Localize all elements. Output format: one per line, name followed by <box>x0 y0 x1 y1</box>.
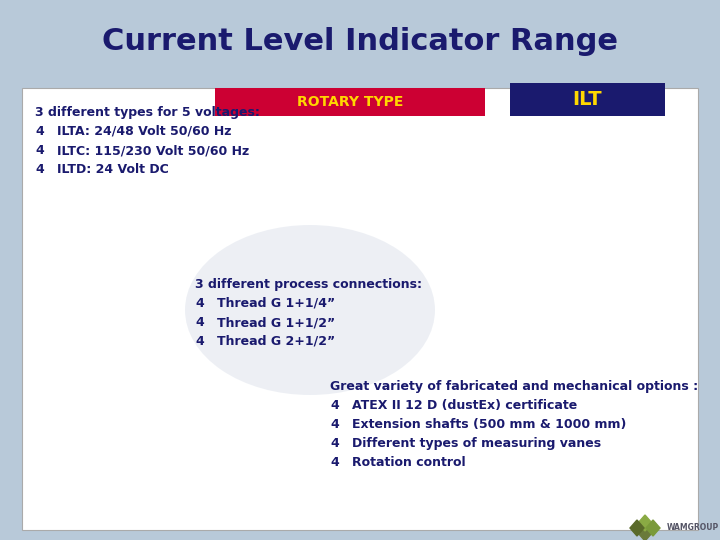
Text: 3 different process connections:: 3 different process connections: <box>195 278 422 291</box>
Text: Thread G 2+1/2”: Thread G 2+1/2” <box>217 335 335 348</box>
Text: ILTC: 115/230 Volt 50/60 Hz: ILTC: 115/230 Volt 50/60 Hz <box>57 144 249 157</box>
Text: Great variety of fabricated and mechanical options :: Great variety of fabricated and mechanic… <box>330 380 698 393</box>
Text: 4: 4 <box>195 297 204 310</box>
Polygon shape <box>630 520 644 536</box>
Bar <box>215 88 485 116</box>
Text: 4: 4 <box>35 144 44 157</box>
Polygon shape <box>638 525 652 540</box>
Text: ILTA: 24/48 Volt 50/60 Hz: ILTA: 24/48 Volt 50/60 Hz <box>57 125 232 138</box>
Text: Extension shafts (500 mm & 1000 mm): Extension shafts (500 mm & 1000 mm) <box>352 418 626 431</box>
Text: Current Level Indicator Range: Current Level Indicator Range <box>102 28 618 57</box>
Text: Thread G 1+1/4”: Thread G 1+1/4” <box>217 297 335 310</box>
Text: 4: 4 <box>195 316 204 329</box>
Text: 4: 4 <box>330 437 338 450</box>
Text: 4: 4 <box>330 399 338 412</box>
Text: ATEX II 12 D (dustEx) certificate: ATEX II 12 D (dustEx) certificate <box>352 399 577 412</box>
Text: ROTARY TYPE: ROTARY TYPE <box>297 95 403 109</box>
Ellipse shape <box>185 225 435 395</box>
Text: 4: 4 <box>35 125 44 138</box>
Text: 4: 4 <box>330 456 338 469</box>
Text: ILTD: 24 Volt DC: ILTD: 24 Volt DC <box>57 163 168 176</box>
Text: 3 different types for 5 voltages:: 3 different types for 5 voltages: <box>35 106 260 119</box>
Text: 4: 4 <box>35 163 44 176</box>
Polygon shape <box>646 520 660 536</box>
Text: Different types of measuring vanes: Different types of measuring vanes <box>352 437 601 450</box>
Text: 4: 4 <box>195 335 204 348</box>
Bar <box>22 88 698 530</box>
Text: Rotation control: Rotation control <box>352 456 466 469</box>
Text: WAMGROUP: WAMGROUP <box>667 523 719 532</box>
Bar <box>510 83 665 116</box>
Polygon shape <box>638 515 652 531</box>
Text: ILT: ILT <box>572 90 603 109</box>
Text: 4: 4 <box>330 418 338 431</box>
Text: Thread G 1+1/2”: Thread G 1+1/2” <box>217 316 335 329</box>
